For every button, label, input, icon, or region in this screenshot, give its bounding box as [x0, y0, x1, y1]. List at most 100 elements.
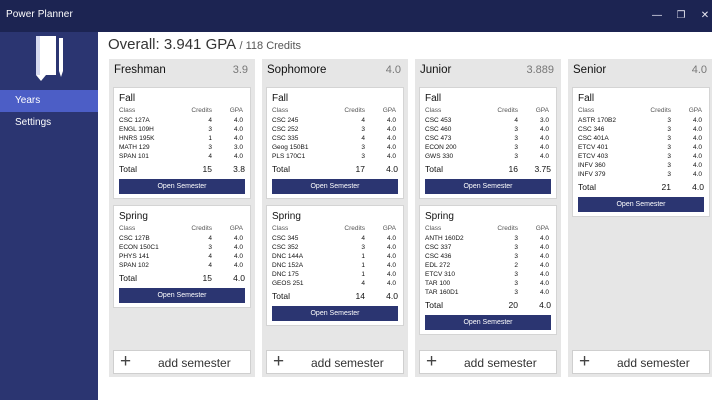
course-row[interactable]: SPAN 101 4 4.0: [119, 153, 245, 162]
course-row[interactable]: INFV 360 3 4.0: [578, 162, 704, 171]
year-column[interactable]: Sophomore 4.0 Fall Class Credits GPA CSC 245 4 4…: [262, 59, 408, 377]
course-row[interactable]: CSC 252 3 4.0: [272, 126, 398, 135]
course-row[interactable]: CSC 401A 3 4.0: [578, 135, 704, 144]
sidebar-item-years[interactable]: Years: [0, 90, 98, 112]
course-name: CSC 337: [425, 244, 452, 251]
total-label: Total: [119, 164, 137, 174]
year-column[interactable]: Junior 3.889 Fall Class Credits GPA CSC 453 4 3.…: [415, 59, 561, 377]
header-class: Class: [425, 225, 442, 232]
course-row[interactable]: CSC 473 3 4.0: [425, 135, 551, 144]
semester-card[interactable]: Spring Class Credits GPA ANTH 160D2 3 4.0 CSC 3…: [419, 205, 557, 335]
course-row[interactable]: DNC 175 1 4.0: [272, 271, 398, 280]
open-semester-button[interactable]: Open Semester: [119, 288, 245, 303]
course-row[interactable]: DNC 144A 1 4.0: [272, 253, 398, 262]
plus-icon: +: [426, 351, 438, 372]
course-credits: 3: [514, 280, 518, 287]
course-credits: 4: [361, 135, 365, 142]
course-row[interactable]: CSC 127A 4 4.0: [119, 117, 245, 126]
open-semester-button[interactable]: Open Semester: [272, 306, 398, 321]
course-row[interactable]: CSC 453 4 3.0: [425, 117, 551, 126]
close-button[interactable]: ✕: [700, 10, 710, 21]
header-gpa: GPA: [382, 107, 396, 114]
course-gpa: 4.0: [539, 135, 549, 142]
course-row[interactable]: CSC 460 3 4.0: [425, 126, 551, 135]
semester-name: Fall: [272, 93, 289, 104]
header-credits: Credits: [344, 107, 365, 114]
course-row[interactable]: CSC 335 4 4.0: [272, 135, 398, 144]
course-row[interactable]: Geog 150B1 3 4.0: [272, 144, 398, 153]
course-row[interactable]: ASTR 170B2 3 4.0: [578, 117, 704, 126]
course-credits: 4: [208, 117, 212, 124]
course-credits: 3: [514, 144, 518, 151]
year-column[interactable]: Freshman 3.9 Fall Class Credits GPA CSC 127A 4 4…: [109, 59, 255, 377]
course-row[interactable]: MATH 129 3 3.0: [119, 144, 245, 153]
course-gpa: 4.0: [386, 262, 396, 269]
course-row[interactable]: ETCV 403 3 4.0: [578, 153, 704, 162]
open-semester-button[interactable]: Open Semester: [578, 197, 704, 212]
course-row[interactable]: ANTH 160D2 3 4.0: [425, 235, 551, 244]
semester-card[interactable]: Fall Class Credits GPA ASTR 170B2 3 4.0 CSC 346…: [572, 87, 710, 217]
minimize-button[interactable]: —: [652, 10, 662, 21]
year-column[interactable]: Senior 4.0 Fall Class Credits GPA ASTR 170B2 3 4…: [568, 59, 712, 377]
course-row[interactable]: CSC 352 3 4.0: [272, 244, 398, 253]
course-name: CSC 252: [272, 126, 299, 133]
semester-card[interactable]: Spring Class Credits GPA CSC 345 4 4.0 CSC 352 3…: [266, 205, 404, 326]
semester-total-row: Total 17 4.0: [272, 163, 398, 176]
semester-card[interactable]: Fall Class Credits GPA CSC 127A 4 4.0 ENGL 109H…: [113, 87, 251, 199]
course-row[interactable]: CSC 337 3 4.0: [425, 244, 551, 253]
course-row[interactable]: CSC 346 3 4.0: [578, 126, 704, 135]
semester-card[interactable]: Spring Class Credits GPA CSC 127B 4 4.0 ECON 15…: [113, 205, 251, 308]
course-name: CSC 346: [578, 126, 605, 133]
sidebar-item-settings[interactable]: Settings: [15, 117, 52, 128]
course-row[interactable]: SPAN 102 4 4.0: [119, 262, 245, 271]
course-row[interactable]: GWS 330 3 4.0: [425, 153, 551, 162]
add-semester-button[interactable]: + add semester: [266, 350, 404, 374]
add-semester-button[interactable]: + add semester: [419, 350, 557, 374]
semester-card[interactable]: Fall Class Credits GPA CSC 453 4 3.0 CSC 460 3 4.…: [419, 87, 557, 199]
course-row[interactable]: HNRS 195K 1 4.0: [119, 135, 245, 144]
course-row[interactable]: CSC 436 3 4.0: [425, 253, 551, 262]
open-semester-button[interactable]: Open Semester: [425, 179, 551, 194]
course-name: PHYS 141: [119, 253, 150, 260]
course-credits: 3: [514, 253, 518, 260]
course-row[interactable]: EDL 272 2 4.0: [425, 262, 551, 271]
open-semester-button[interactable]: Open Semester: [272, 179, 398, 194]
course-credits: 3: [361, 126, 365, 133]
course-row[interactable]: ETCV 310 3 4.0: [425, 271, 551, 280]
semester-total-row: Total 15 4.0: [119, 272, 245, 285]
course-row[interactable]: ETCV 401 3 4.0: [578, 144, 704, 153]
course-row[interactable]: TAR 160D1 3 4.0: [425, 289, 551, 298]
course-row[interactable]: CSC 345 4 4.0: [272, 235, 398, 244]
course-row[interactable]: ECON 150C1 3 4.0: [119, 244, 245, 253]
course-row[interactable]: CSC 245 4 4.0: [272, 117, 398, 126]
course-row[interactable]: INFV 379 3 4.0: [578, 171, 704, 180]
course-row[interactable]: ECON 200 3 4.0: [425, 144, 551, 153]
open-semester-button[interactable]: Open Semester: [425, 315, 551, 330]
open-semester-button[interactable]: Open Semester: [119, 179, 245, 194]
course-name: GWS 330: [425, 153, 454, 160]
course-gpa: 4.0: [539, 244, 549, 251]
course-row[interactable]: CSC 127B 4 4.0: [119, 235, 245, 244]
course-row[interactable]: ENGL 109H 3 4.0: [119, 126, 245, 135]
maximize-button[interactable]: ❐: [676, 10, 686, 21]
course-name: CSC 473: [425, 135, 452, 142]
course-gpa: 4.0: [386, 244, 396, 251]
course-name: CSC 436: [425, 253, 452, 260]
course-list: CSC 345 4 4.0 CSC 352 3 4.0 DNC 144A 1 4.0 DNC 15…: [272, 235, 398, 303]
add-semester-button[interactable]: + add semester: [113, 350, 251, 374]
course-row[interactable]: PHYS 141 4 4.0: [119, 253, 245, 262]
course-row[interactable]: TAR 100 3 4.0: [425, 280, 551, 289]
semester-card[interactable]: Fall Class Credits GPA CSC 245 4 4.0 CSC 252 3 4.…: [266, 87, 404, 199]
course-gpa: 4.0: [539, 271, 549, 278]
year-gpa: 3.9: [232, 64, 248, 76]
course-name: PLS 170C1: [272, 153, 306, 160]
course-credits: 3: [361, 144, 365, 151]
course-row[interactable]: PLS 170C1 3 4.0: [272, 153, 398, 162]
add-semester-button[interactable]: + add semester: [572, 350, 710, 374]
course-gpa: 4.0: [539, 144, 549, 151]
course-row[interactable]: DNC 152A 1 4.0: [272, 262, 398, 271]
course-gpa: 4.0: [692, 171, 702, 178]
header-credits: Credits: [650, 107, 671, 114]
course-name: CSC 460: [425, 126, 452, 133]
course-row[interactable]: GEOS 251 4 4.0: [272, 280, 398, 289]
